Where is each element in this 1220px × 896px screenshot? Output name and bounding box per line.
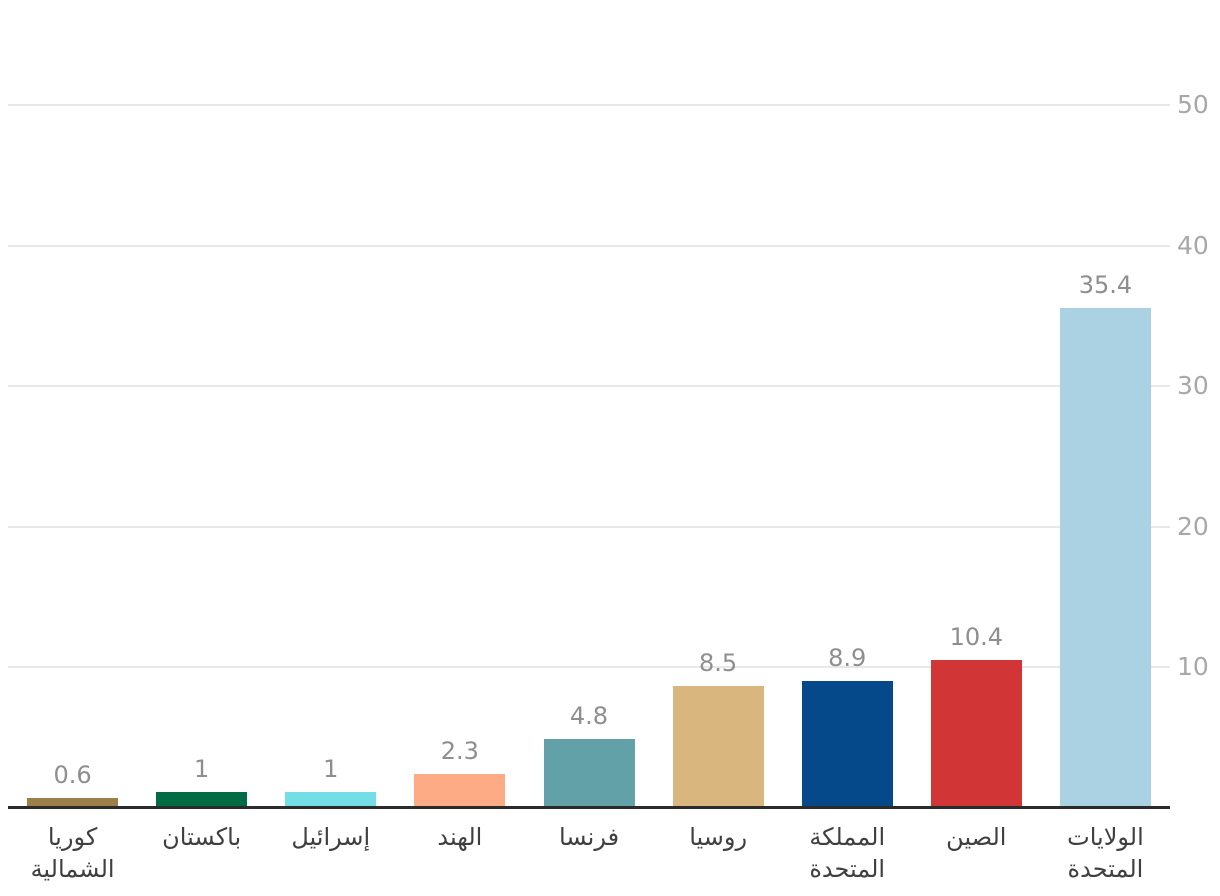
bar-category-label-line: الولايات: [1067, 823, 1144, 851]
y-tick-label: 10: [1177, 652, 1209, 682]
bar-category-label: الصين: [891, 821, 1061, 853]
bar-value-label: 2.3: [440, 736, 479, 765]
bar-category-label: الولايات المتحدة: [1020, 821, 1190, 885]
bar-category-label-line: كوريا: [47, 823, 98, 851]
bar-category-label-line: فرنسا: [558, 823, 620, 851]
y-tick-label: 50: [1177, 90, 1209, 119]
bar-value-label: 10.4: [949, 622, 1004, 651]
bar[interactable]: [156, 791, 248, 806]
bar[interactable]: [27, 797, 119, 806]
bar-category-label: روسيا: [633, 821, 803, 853]
bar-category-label: فرنسا: [504, 821, 674, 853]
bar-category-label-line: الصين: [946, 823, 1007, 851]
bar-category-label-line: الشمالية: [30, 855, 115, 883]
bar-value-label: 8.5: [699, 649, 738, 678]
bar-category-label: إسرائيل: [246, 821, 416, 853]
bar-category-label-line: باكستان: [162, 823, 242, 851]
bar[interactable]: [543, 738, 635, 806]
y-tick-label: 20: [1177, 511, 1209, 541]
bar-value-label: 1: [323, 754, 339, 783]
bar-value-label: 1: [194, 754, 210, 783]
bar[interactable]: [285, 791, 377, 806]
bar-category-label-line: إسرائيل: [291, 823, 371, 851]
bar-category-label-line: الهند: [437, 823, 483, 851]
bar-value-label: 8.9: [828, 643, 867, 672]
y-tick-label: 40: [1177, 230, 1209, 260]
bar-category-label: باكستان: [117, 821, 287, 853]
gridline: [8, 244, 1170, 247]
gridline: [8, 525, 1170, 528]
bar-value-label: 35.4: [1078, 271, 1133, 300]
bar-value-label: 4.8: [569, 701, 609, 730]
bar-category-label: كوريا الشمالية: [0, 821, 158, 885]
x-axis-line: [8, 806, 1170, 809]
bar-category-label-line: روسيا: [689, 823, 748, 851]
bar-category-label-line: المملكة: [809, 823, 886, 851]
gridline: [8, 666, 1170, 669]
bar-category-label: المملكة المتحدة: [762, 821, 932, 885]
y-tick-label: 30: [1177, 371, 1209, 401]
gridline: [8, 104, 1170, 106]
bar-value-label: 0.6: [53, 760, 92, 789]
bar-category-label-line: المتحدة: [1067, 855, 1144, 883]
bar[interactable]: [672, 686, 764, 806]
bar-category-label-line: المتحدة: [809, 855, 886, 883]
bar[interactable]: [801, 680, 893, 806]
bar[interactable]: [414, 773, 506, 806]
bar[interactable]: [1059, 308, 1151, 806]
gridline: [8, 385, 1170, 388]
bar-category-label: الهند: [375, 821, 545, 853]
bar[interactable]: [930, 659, 1022, 806]
